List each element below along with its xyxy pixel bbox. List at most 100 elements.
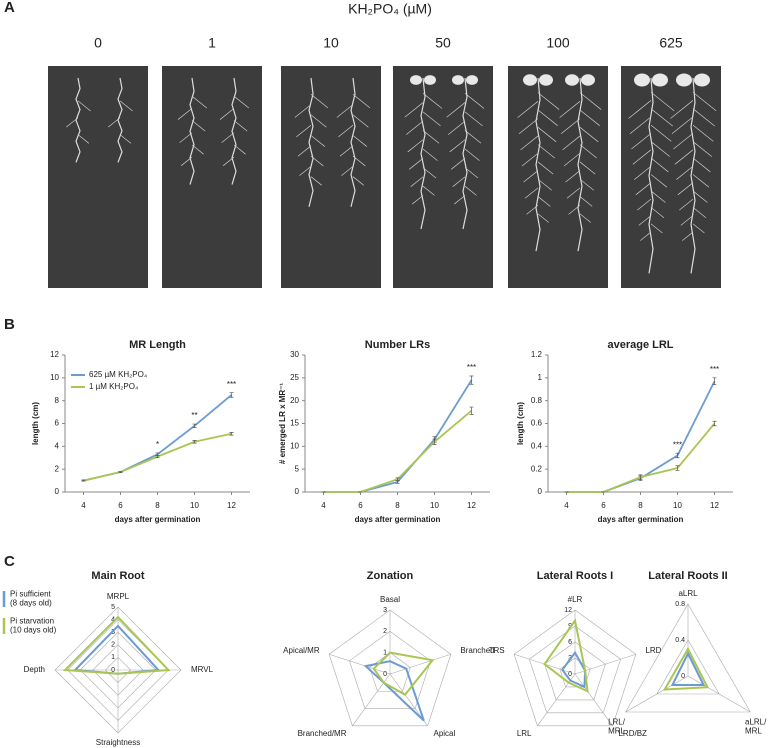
lateral-root [464,148,480,161]
lateral-root [447,120,466,135]
lateral-root [671,116,694,135]
chart-title: Zonation [367,570,414,582]
error-bar [192,423,197,428]
axis-label: Depth [24,665,45,674]
error-bar [675,465,680,471]
lateral-root [537,127,557,143]
r-tick-label: 0.4 [675,637,685,644]
lateral-root [526,204,539,215]
lateral-root [454,195,466,205]
y-tick-label: 0.8 [531,396,543,405]
y-tick-label: 0 [295,487,300,496]
lateral-root [233,144,246,155]
lateral-root [191,120,206,132]
lateral-root [422,111,441,127]
lateral-root [692,157,711,173]
lateral-root [537,144,555,159]
lateral-root [297,145,312,157]
lateral-root [294,104,312,118]
spoke [329,653,391,675]
x-tick-label: 10 [430,501,439,510]
spoke [389,653,451,675]
y-tick-label: 0.6 [531,419,543,428]
lateral-root [520,135,539,151]
r-tick-label: 2 [111,642,115,649]
lateral-root [537,92,560,110]
grid-ring [656,639,720,695]
photo [162,66,262,288]
lateral-root [579,144,597,159]
root [690,77,696,274]
leaf [694,73,710,87]
x-tick-label: 12 [710,501,719,510]
significance: *** [467,363,476,372]
lateral-root [77,100,91,112]
lateral-root [670,100,694,119]
lateral-root [677,182,694,196]
lateral-root [310,94,329,109]
error-bar [712,420,717,427]
lateral-root [404,102,424,118]
significance: *** [710,365,719,374]
series-polygon [363,660,425,722]
leaf [410,75,422,85]
lateral-root [537,178,552,191]
lateral-root [422,130,440,144]
leaf [652,73,668,87]
error-bar [638,474,643,480]
legend-label: Pi sufficient (8 days old) [10,590,52,608]
lateral-root [680,215,694,226]
spoke [687,675,751,713]
lateral-root [650,174,668,188]
lateral-root [451,158,466,170]
lateral-root [449,139,466,153]
y-tick-label: 1 [538,373,543,382]
lateral-root [310,176,322,186]
root [75,77,81,163]
lateral-root [579,196,593,207]
x-tick-label: 6 [358,501,363,510]
lateral-root [692,174,710,188]
axis-label: Branched [460,646,494,655]
lateral-root [673,133,694,150]
leaf [634,73,650,87]
x-tick-label: 12 [467,501,476,510]
photo [48,66,148,288]
lateral-root [310,155,324,167]
significance: ** [191,411,197,420]
lateral-root [521,152,539,167]
photo [393,66,493,288]
r-tick-label: 0 [681,673,685,680]
lateral-root [296,124,312,138]
x-tick-label: 8 [395,501,400,510]
lateral-root [464,130,482,144]
lateral-root [464,185,477,196]
lateral-root [537,109,558,126]
series-line [566,422,716,493]
leaf [523,74,537,86]
y-tick-label: 10 [290,441,299,450]
error-bar [155,455,160,459]
axis-label: Basal [380,595,400,604]
axis-label: LRL/MRL [608,718,626,736]
root [577,77,583,252]
r-tick-label: 2 [383,628,387,635]
lateral-root [410,176,424,187]
lateral-root [310,114,327,128]
lateral-root [692,91,717,112]
y-tick-label: 0 [55,487,60,496]
y-tick-label: 2 [55,464,60,473]
r-tick-label: 3 [111,629,115,636]
r-tick-label: 5 [111,604,115,611]
lateral-root [422,93,443,109]
legend-label: 1 µM KH₂PO₄ [89,382,138,391]
lateral-root [674,149,694,165]
lateral-root [650,124,672,142]
series-polygon [662,646,710,691]
lateral-root [352,176,364,186]
error-bar [118,471,123,473]
series-polygon [372,651,435,697]
axis-label: TRS [489,646,505,655]
lateral-root [629,116,652,135]
